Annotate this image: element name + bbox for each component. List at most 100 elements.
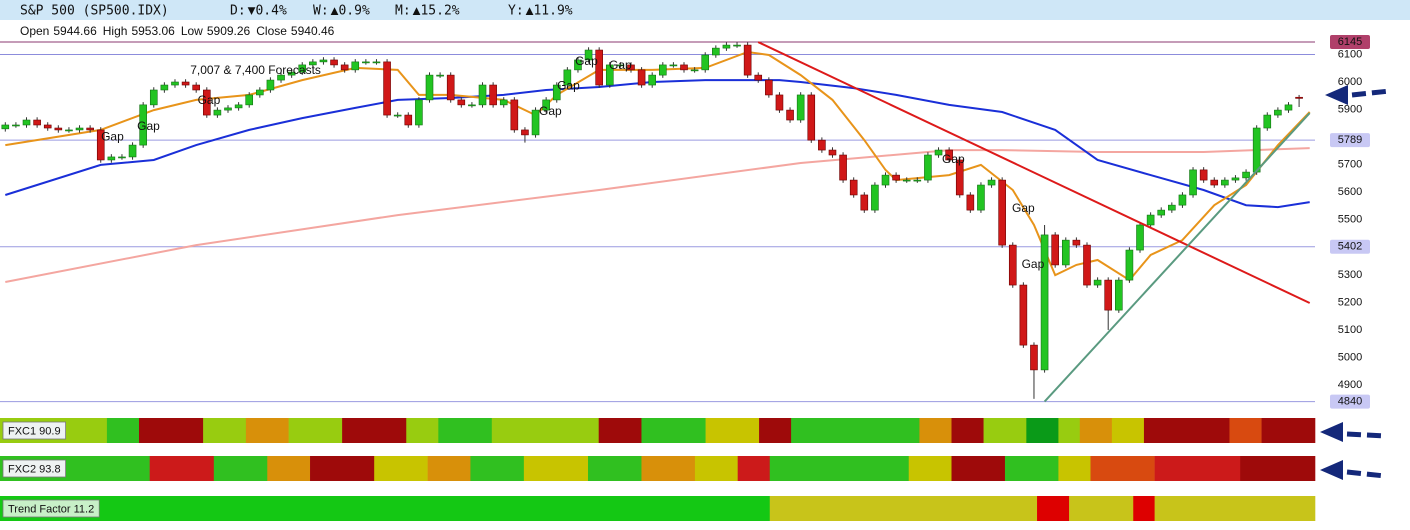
candle-body (1040, 234, 1049, 371)
candle-body (43, 124, 52, 129)
annotation: Gap (942, 152, 965, 166)
candle-body (1146, 214, 1155, 226)
candle-body (340, 64, 349, 71)
annotation: Gap (1022, 257, 1045, 271)
candle-body (383, 61, 391, 116)
strip-cell (310, 456, 375, 481)
candle-body (309, 61, 317, 66)
ohlc-label: High (103, 24, 128, 38)
candle-body (552, 84, 561, 101)
candle-body (1072, 239, 1081, 246)
strip-cell (438, 418, 493, 443)
candle-body (139, 104, 147, 146)
candle-body (118, 156, 126, 159)
y-tick-label: 5600 (1338, 186, 1362, 198)
strip-cell (694, 456, 738, 481)
strip-cell (1261, 418, 1316, 443)
candle-body (1263, 114, 1272, 129)
strip-cell (374, 456, 428, 481)
ohlc-value: 5940.46 (291, 24, 335, 38)
change-label: D: (230, 4, 246, 19)
ohlc-label: Close (256, 24, 287, 38)
y-tick-label: 5200 (1338, 296, 1362, 308)
candle-body (425, 74, 434, 101)
candle-body (298, 64, 307, 73)
strip-cell (1154, 456, 1241, 481)
candle-body (605, 64, 614, 86)
candle-body (256, 89, 264, 96)
annotation: Gap (539, 104, 562, 118)
arrow-shaft (1351, 88, 1391, 98)
candle-body (224, 107, 232, 111)
strip-cell (1229, 418, 1262, 443)
strip-cell (1090, 456, 1155, 481)
candle-body (690, 69, 699, 72)
y-tick-label: 5500 (1338, 214, 1362, 226)
candle-body (733, 44, 741, 47)
strip-cell (245, 418, 289, 443)
candle-body (1083, 244, 1091, 286)
annotation: Gap (575, 54, 598, 68)
symbol-title: S&P 500 (SP500.IDX) (20, 4, 169, 19)
candle-body (457, 99, 466, 106)
moving-average (4, 79, 1310, 209)
candle-body (446, 74, 455, 101)
candle-body (521, 129, 529, 136)
strip-cell (149, 456, 215, 481)
strip-cell (759, 418, 792, 443)
y-tick-label: 5900 (1338, 103, 1362, 115)
candle-body (54, 127, 63, 131)
strip-cell (1004, 456, 1059, 481)
candle-body (1284, 104, 1293, 111)
strip-cell (470, 456, 525, 481)
candle-body (234, 104, 243, 109)
change-label: W: (313, 4, 329, 19)
candle-body (1189, 169, 1197, 196)
strip-cell (406, 418, 439, 443)
strip-cell (267, 456, 311, 481)
candle-body (807, 94, 816, 141)
candle-body (754, 74, 763, 81)
candle-body (680, 64, 688, 71)
change-value: ▲0.9% (331, 4, 370, 19)
candle-body (65, 129, 73, 132)
candle-body (563, 69, 572, 86)
strip-cell (1058, 418, 1081, 443)
candle-body (107, 156, 116, 161)
candle-body (1210, 179, 1219, 186)
plot-background (0, 22, 1410, 410)
candle-body (924, 154, 932, 181)
candle-body (149, 89, 158, 106)
strip-cell (288, 418, 343, 443)
candle-body (1221, 179, 1229, 186)
strip-cell (588, 456, 642, 481)
candle-body (892, 174, 900, 181)
trend-line (757, 41, 1311, 304)
arrow-head (1320, 460, 1343, 480)
candle-body (1242, 171, 1250, 179)
strip-cell (1240, 456, 1316, 481)
strip-cell (1154, 496, 1316, 521)
candle-body (436, 74, 444, 77)
candle-body (181, 81, 190, 86)
arrows (1320, 85, 1391, 480)
strip-cell (0, 496, 771, 521)
candle-body (1199, 169, 1208, 181)
candle-body (287, 71, 296, 76)
y-tick-label: 5300 (1338, 269, 1362, 281)
ohlc-value: 5953.06 (131, 24, 175, 38)
strip-cell (1026, 418, 1059, 443)
candle-body (319, 59, 328, 63)
strip-cell (951, 456, 1006, 481)
candle-body (12, 124, 20, 127)
candle-body (372, 61, 381, 64)
strip-label-box (2, 499, 100, 518)
candle-body (574, 59, 582, 71)
arrow-shaft (1346, 431, 1386, 439)
candle-body (33, 119, 41, 126)
candle-body (616, 64, 625, 67)
candle-body (1274, 109, 1282, 116)
candle-body (818, 139, 826, 151)
candle-body (468, 104, 476, 107)
strip-cell (1037, 496, 1070, 521)
